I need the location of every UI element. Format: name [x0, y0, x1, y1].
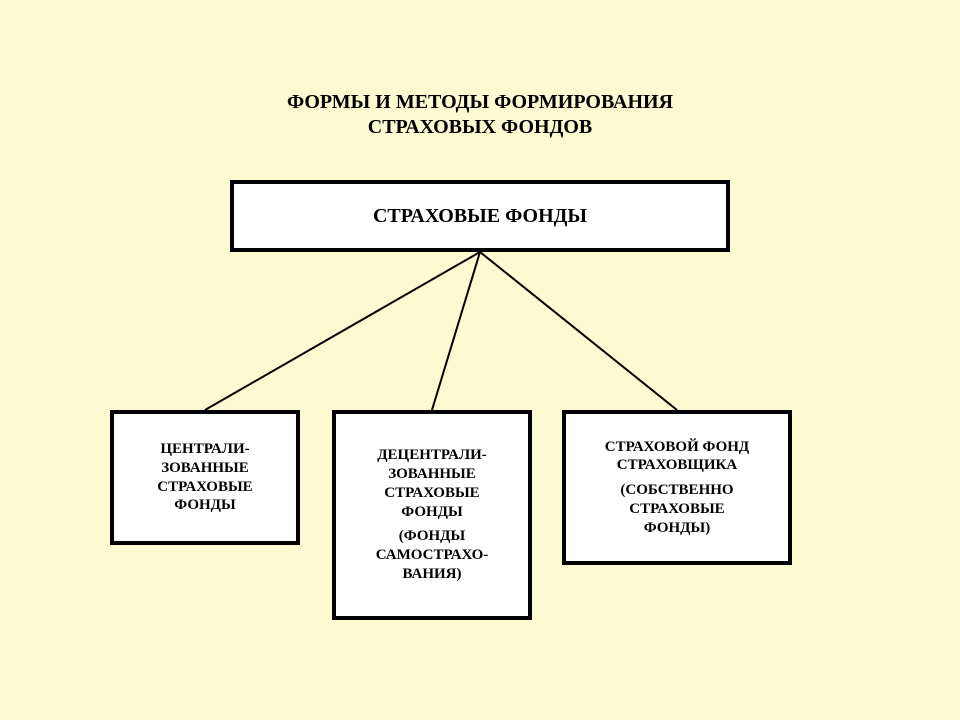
node-insurer: СТРАХОВОЙ ФОНД СТРАХОВЩИКА (СОБСТВЕННО С…: [562, 410, 792, 565]
node-decentralized-secondary: (ФОНДЫ САМОСТРАХО- ВАНИЯ): [376, 527, 489, 583]
diagram-canvas: ФОРМЫ И МЕТОДЫ ФОРМИРОВАНИЯ СТРАХОВЫХ ФО…: [0, 0, 960, 720]
node-root: СТРАХОВЫЕ ФОНДЫ: [230, 180, 730, 252]
diagram-title: ФОРМЫ И МЕТОДЫ ФОРМИРОВАНИЯ СТРАХОВЫХ ФО…: [180, 90, 780, 140]
node-centralized-label: ЦЕНТРАЛИ- ЗОВАННЫЕ СТРАХОВЫЕ ФОНДЫ: [157, 440, 252, 515]
node-decentralized-label: ДЕЦЕНТРАЛИ- ЗОВАННЫЕ СТРАХОВЫЕ ФОНДЫ: [377, 446, 487, 521]
node-centralized: ЦЕНТРАЛИ- ЗОВАННЫЕ СТРАХОВЫЕ ФОНДЫ: [110, 410, 300, 545]
node-insurer-label: СТРАХОВОЙ ФОНД СТРАХОВЩИКА: [605, 438, 749, 476]
node-decentralized: ДЕЦЕНТРАЛИ- ЗОВАННЫЕ СТРАХОВЫЕ ФОНДЫ (ФО…: [332, 410, 532, 620]
node-root-label: СТРАХОВЫЕ ФОНДЫ: [373, 204, 587, 229]
node-insurer-secondary: (СОБСТВЕННО СТРАХОВЫЕ ФОНДЫ): [620, 481, 733, 537]
